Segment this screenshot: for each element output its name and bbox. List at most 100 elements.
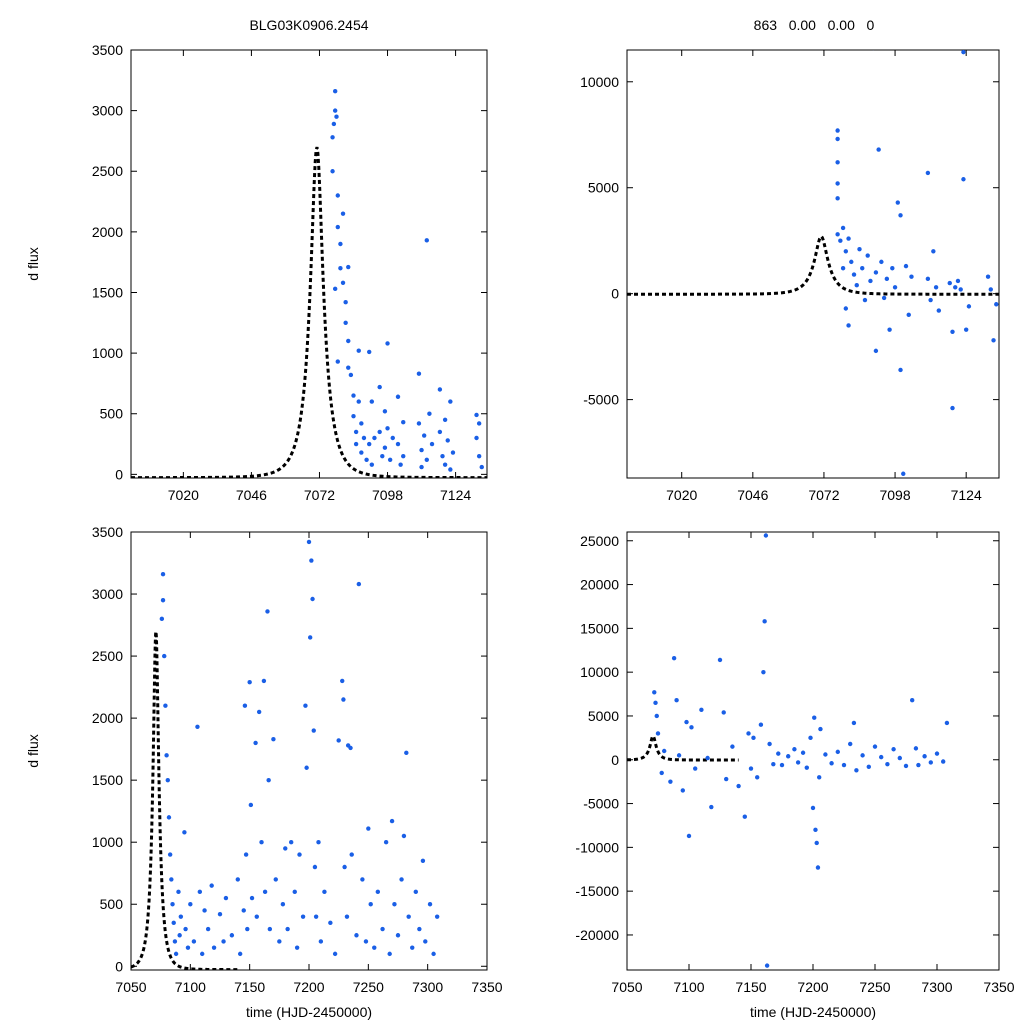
data-point xyxy=(387,457,393,463)
data-point xyxy=(235,877,240,882)
data-point xyxy=(916,762,921,768)
data-point xyxy=(242,703,248,708)
data-point xyxy=(835,136,840,142)
plot-area xyxy=(131,89,487,478)
data-point xyxy=(340,211,346,216)
data-point xyxy=(653,700,658,706)
data-point xyxy=(761,669,766,675)
data-point xyxy=(961,177,966,182)
data-point xyxy=(183,926,188,932)
y-tick-label: 0 xyxy=(115,958,123,974)
data-point xyxy=(348,372,354,378)
data-point xyxy=(891,747,896,752)
data-point xyxy=(742,814,747,819)
data-point xyxy=(448,399,453,404)
data-point xyxy=(421,433,427,438)
data-point xyxy=(392,902,397,907)
y-tick-label: 10000 xyxy=(580,664,619,680)
data-point xyxy=(910,697,915,703)
y-tick-label: 0 xyxy=(611,752,619,768)
data-point xyxy=(401,420,406,425)
data-point xyxy=(838,238,843,243)
data-point xyxy=(369,399,375,404)
data-point xyxy=(343,320,348,325)
data-point xyxy=(835,160,840,165)
data-point xyxy=(303,703,308,708)
data-point xyxy=(245,926,250,932)
data-point xyxy=(316,840,321,845)
data-point xyxy=(730,744,735,749)
data-point xyxy=(356,399,361,404)
data-point xyxy=(377,384,382,390)
y-tick-label: 25000 xyxy=(580,533,619,549)
data-point xyxy=(160,571,166,577)
data-point xyxy=(401,453,406,459)
data-point xyxy=(840,266,846,271)
y-tick-label: -5000 xyxy=(583,392,619,408)
data-point xyxy=(903,263,909,269)
data-point xyxy=(406,914,411,919)
data-point xyxy=(332,89,338,94)
data-point xyxy=(958,287,963,292)
x-tick-label: 7050 xyxy=(611,979,642,995)
data-point xyxy=(818,726,823,732)
x-tick-label: 7200 xyxy=(293,979,324,995)
data-point xyxy=(808,735,813,741)
panel-top-left: 7020 7046 7072 7098 7124 0 500 1000 1500 2000 2500… xyxy=(25,42,488,503)
data-point xyxy=(165,777,170,783)
data-point xyxy=(897,755,902,761)
data-point xyxy=(170,902,175,907)
data-point xyxy=(389,818,395,824)
data-point xyxy=(223,895,229,901)
data-point xyxy=(854,282,859,288)
data-point xyxy=(387,951,392,957)
x-tick-label: 7072 xyxy=(304,487,335,503)
data-point xyxy=(271,737,276,742)
data-point xyxy=(380,926,385,932)
data-point xyxy=(857,246,862,252)
data-point xyxy=(254,914,259,919)
data-point xyxy=(817,775,822,780)
data-point xyxy=(361,435,367,441)
data-point xyxy=(427,411,432,416)
data-point xyxy=(265,609,270,614)
data-point xyxy=(292,889,297,895)
y-tick-label: 15000 xyxy=(580,620,619,636)
data-point xyxy=(280,902,286,907)
y-tick-label: 2500 xyxy=(92,163,123,179)
data-point xyxy=(273,877,278,882)
data-point xyxy=(795,760,801,765)
data-point xyxy=(440,453,445,459)
data-point xyxy=(160,598,166,603)
data-point xyxy=(804,765,809,770)
data-point xyxy=(835,232,840,237)
data-point xyxy=(846,323,851,328)
x-tick-label: 7098 xyxy=(879,487,910,503)
data-point xyxy=(779,762,785,768)
data-point xyxy=(655,731,661,736)
data-point xyxy=(829,761,834,766)
data-point xyxy=(988,287,993,292)
y-tick-label: 5000 xyxy=(588,708,619,724)
data-point xyxy=(375,889,381,895)
x-tick-label: 7020 xyxy=(666,487,697,503)
data-point xyxy=(353,429,359,435)
data-point xyxy=(178,914,184,919)
data-point xyxy=(249,895,255,901)
data-point xyxy=(985,274,991,279)
model-curve xyxy=(627,234,999,296)
data-point xyxy=(318,939,324,944)
data-point xyxy=(843,306,849,311)
data-point xyxy=(197,889,203,895)
data-point xyxy=(330,169,335,174)
data-point xyxy=(363,939,369,944)
data-point xyxy=(304,765,309,770)
data-point xyxy=(331,121,337,127)
data-point xyxy=(356,581,362,587)
data-point xyxy=(413,889,418,895)
x-tick-label: 7072 xyxy=(808,487,839,503)
data-point xyxy=(346,264,351,270)
data-point xyxy=(390,435,395,441)
